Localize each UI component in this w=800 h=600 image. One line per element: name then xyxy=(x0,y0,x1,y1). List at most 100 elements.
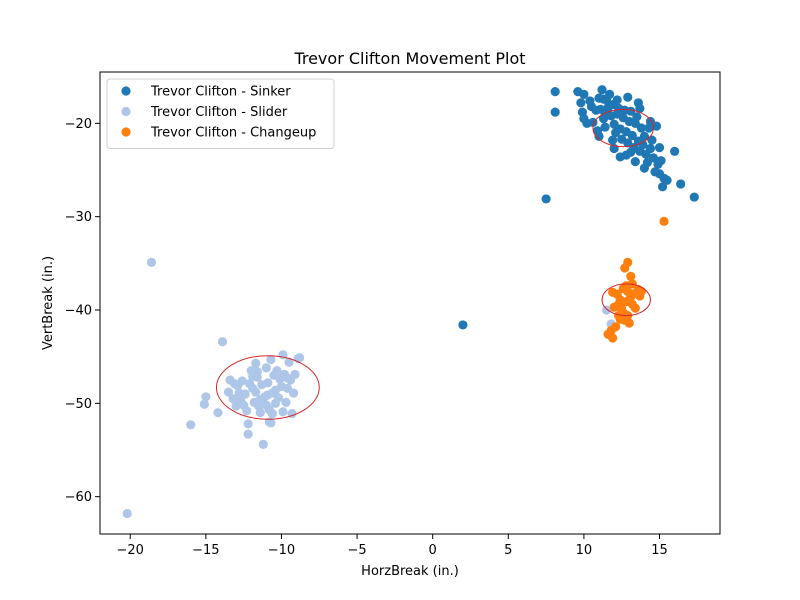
data-point xyxy=(624,318,634,328)
data-point xyxy=(217,337,228,347)
legend-marker xyxy=(121,86,131,96)
data-point xyxy=(263,390,273,400)
data-point xyxy=(597,85,607,95)
y-tick-label: −40 xyxy=(65,304,92,319)
data-point xyxy=(199,399,209,409)
data-point xyxy=(228,394,238,404)
series-2 xyxy=(603,216,669,343)
data-point xyxy=(263,378,273,388)
x-axis-label: HorzBreak (in.) xyxy=(361,564,459,579)
x-tick-label: −10 xyxy=(268,543,295,558)
data-point xyxy=(284,357,294,367)
data-point xyxy=(288,388,299,398)
data-point xyxy=(630,303,640,313)
data-point xyxy=(620,263,630,273)
data-point xyxy=(639,163,649,173)
plot-area xyxy=(99,71,721,535)
data-point xyxy=(270,385,281,395)
legend-entry-label: Trevor Clifton - Slider xyxy=(150,105,288,120)
data-point xyxy=(252,367,262,377)
data-point xyxy=(630,157,640,167)
data-point xyxy=(272,366,282,376)
data-point xyxy=(636,286,646,296)
data-point xyxy=(458,320,468,330)
data-point xyxy=(614,311,624,321)
x-tick-label: 0 xyxy=(429,543,437,558)
y-tick-label: −50 xyxy=(65,397,92,412)
data-point xyxy=(229,379,240,389)
data-point xyxy=(255,395,265,405)
data-point xyxy=(266,354,276,365)
ellipse-group xyxy=(215,108,654,420)
data-point xyxy=(281,397,291,407)
data-point xyxy=(261,400,271,410)
cluster-ellipse xyxy=(601,283,651,317)
x-tick-label: 15 xyxy=(651,543,668,558)
data-point xyxy=(645,143,656,154)
data-point xyxy=(617,108,627,118)
data-point xyxy=(608,287,618,297)
series-1 xyxy=(122,257,616,519)
x-tick-label: −15 xyxy=(192,543,219,558)
y-tick-label: −30 xyxy=(65,210,92,225)
data-point xyxy=(579,89,589,99)
data-point xyxy=(243,419,253,429)
data-point xyxy=(626,106,636,116)
legend-marker xyxy=(121,127,131,137)
data-point xyxy=(612,95,622,105)
data-point xyxy=(636,123,646,133)
legend: Trevor Clifton - Sinker Trevor Clifton - … xyxy=(106,78,335,149)
data-point xyxy=(243,429,253,439)
data-point xyxy=(662,175,672,185)
data-point xyxy=(266,418,276,428)
data-point xyxy=(236,395,246,406)
data-point xyxy=(186,420,196,430)
data-point xyxy=(295,353,305,363)
data-point xyxy=(273,393,284,403)
data-point xyxy=(689,192,699,202)
x-tick-label: 10 xyxy=(576,543,593,558)
data-point xyxy=(234,388,244,398)
data-point xyxy=(267,409,277,419)
data-point xyxy=(213,408,223,418)
data-point xyxy=(654,143,665,153)
cluster-ellipse xyxy=(215,355,320,420)
data-point xyxy=(598,94,609,104)
data-point xyxy=(251,358,261,368)
data-point xyxy=(261,363,271,373)
x-tick-label: −20 xyxy=(117,543,144,558)
data-point xyxy=(639,131,649,141)
data-point xyxy=(608,333,618,343)
data-point xyxy=(647,135,657,145)
data-point xyxy=(278,407,288,417)
data-point xyxy=(245,379,255,389)
data-point xyxy=(223,387,234,397)
data-point xyxy=(258,439,268,449)
data-point xyxy=(592,126,603,136)
data-point xyxy=(648,153,659,163)
data-point xyxy=(550,107,560,117)
data-point xyxy=(621,297,631,307)
data-point xyxy=(609,302,619,312)
data-point xyxy=(650,167,660,177)
data-point xyxy=(638,140,648,150)
data-point xyxy=(237,376,247,386)
series-0 xyxy=(458,85,699,330)
data-point xyxy=(627,130,637,141)
points-layer xyxy=(122,85,699,519)
data-point xyxy=(201,392,211,402)
data-point xyxy=(657,182,668,192)
plot-frame xyxy=(99,71,721,535)
data-point xyxy=(656,156,666,166)
data-point xyxy=(251,387,261,397)
data-point xyxy=(275,374,285,384)
data-point xyxy=(623,92,633,102)
data-point xyxy=(621,150,631,160)
data-point xyxy=(282,373,293,383)
data-point xyxy=(601,305,612,315)
legend-box xyxy=(106,78,335,149)
data-point xyxy=(621,281,631,291)
data-point xyxy=(550,87,560,97)
data-point xyxy=(608,135,618,145)
